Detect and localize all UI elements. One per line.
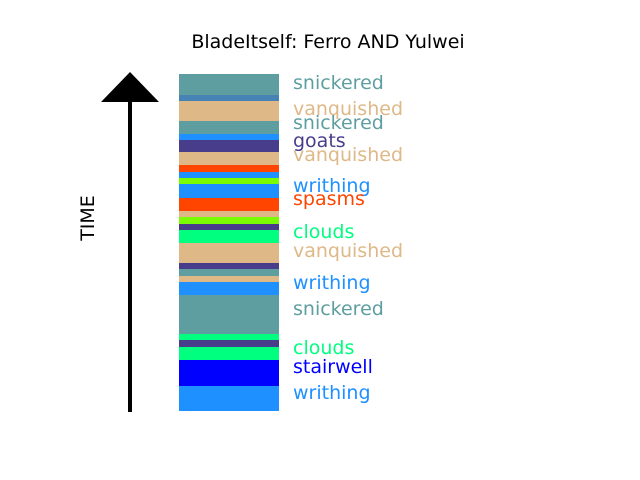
timeline-band [179, 198, 279, 211]
timeline-label: snickered [293, 72, 384, 94]
timeline-band [179, 121, 279, 134]
timeline-band [179, 178, 279, 184]
timeline-band [179, 224, 279, 230]
timeline-label: writhing [293, 175, 371, 197]
timeline-band [179, 282, 279, 295]
timeline-label: vanquished [293, 98, 404, 120]
timeline-band [179, 230, 279, 243]
diagram-title: BladeItself: Ferro AND Yulwei [191, 31, 465, 53]
time-arrow-head [101, 72, 159, 102]
timeline-band [179, 263, 279, 269]
timeline-label: vanquished [293, 240, 404, 262]
timeline-band [179, 134, 279, 140]
timeline-band [179, 95, 279, 101]
timeline-label: spasms [293, 188, 365, 210]
timeline-band [179, 211, 279, 217]
timeline-band [179, 269, 279, 276]
timeline-band [179, 386, 279, 411]
timeline-label: vanquished [293, 144, 404, 166]
timeline-band [179, 140, 279, 152]
timeline-label: goats [293, 130, 346, 152]
timeline-band [179, 217, 279, 224]
timeline-band [179, 243, 279, 263]
timeline-band [179, 172, 279, 178]
timeline-band [179, 152, 279, 165]
timeline-label: stairwell [293, 356, 373, 378]
timeline-label: clouds [293, 337, 355, 359]
timeline-band [179, 74, 279, 95]
timeline-label: snickered [293, 298, 384, 320]
timeline-band [179, 184, 279, 198]
time-axis-label: TIME [77, 195, 99, 241]
timeline-label: clouds [293, 221, 355, 243]
timeline-band [179, 276, 279, 282]
timeline-band [179, 340, 279, 347]
timeline-label: writhing [293, 272, 371, 294]
timeline-band [179, 165, 279, 172]
timeline-label: snickered [293, 112, 384, 134]
timeline-band [179, 334, 279, 340]
timeline-band [179, 295, 279, 334]
timeline-band [179, 347, 279, 360]
timeline-band [179, 101, 279, 121]
timeline-label: writhing [293, 382, 371, 404]
timeline-band [179, 360, 279, 386]
